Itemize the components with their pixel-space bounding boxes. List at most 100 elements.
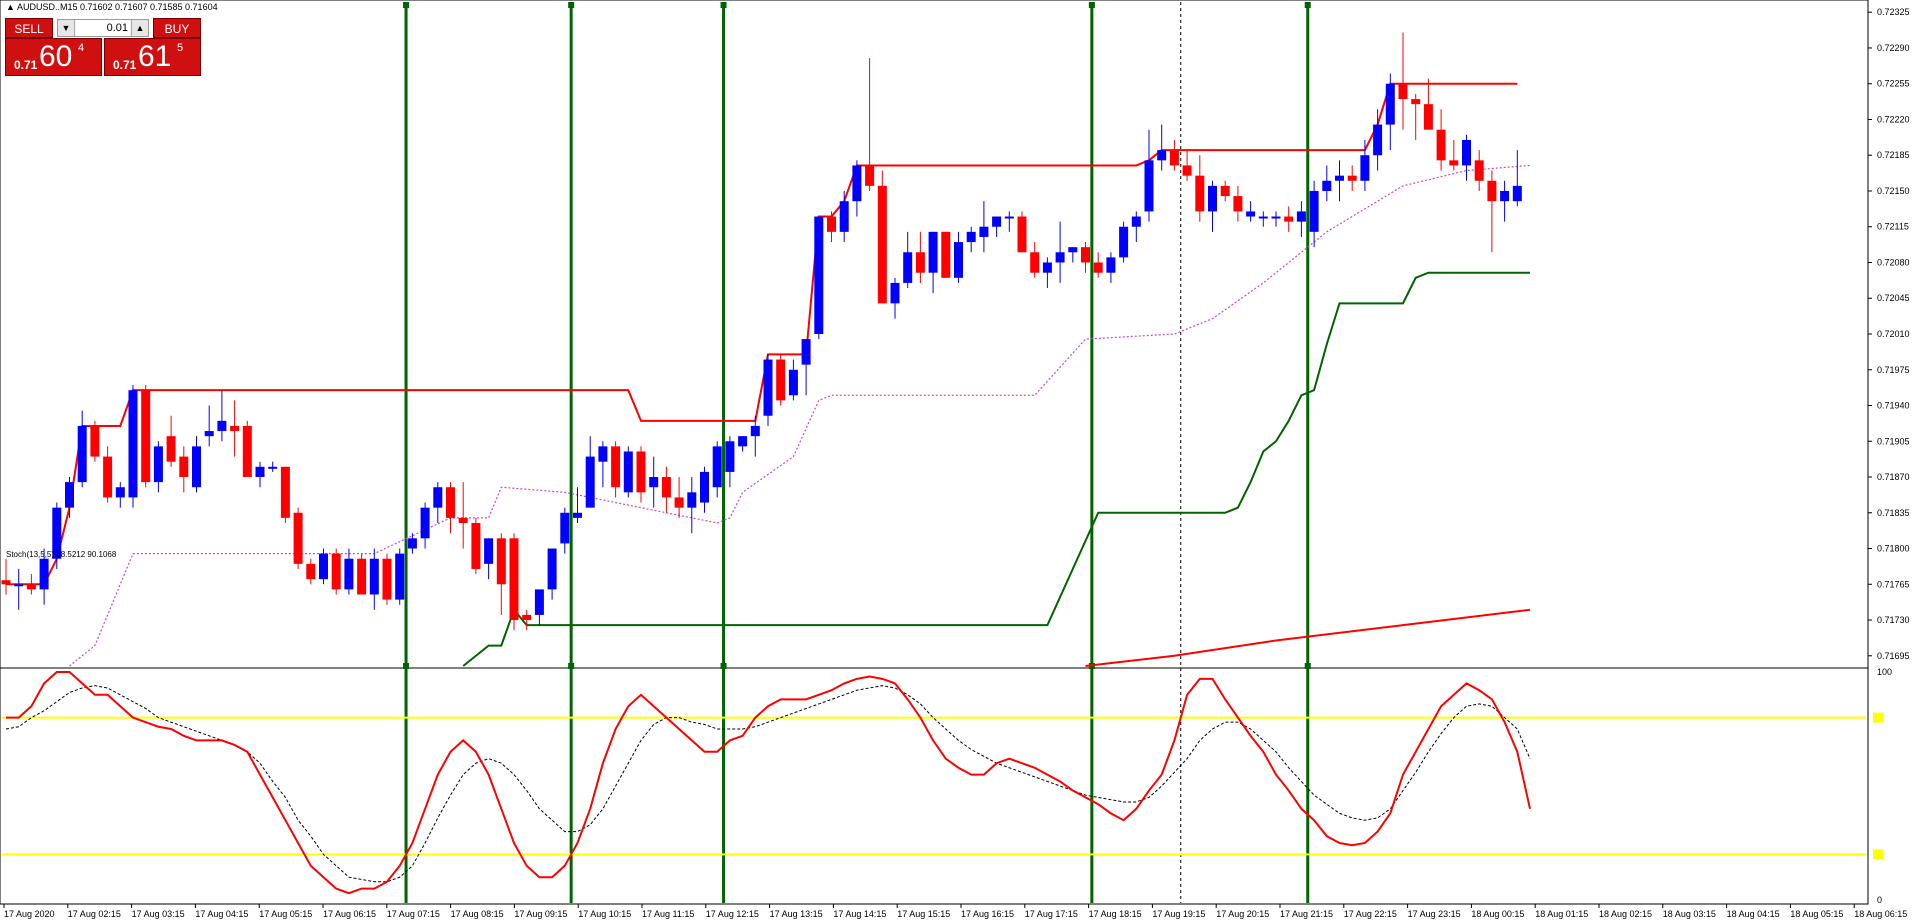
candle[interactable] xyxy=(446,482,455,534)
candle[interactable] xyxy=(1017,211,1027,253)
candle[interactable] xyxy=(179,446,189,493)
candle[interactable] xyxy=(217,390,227,442)
candle[interactable] xyxy=(1208,180,1217,232)
candle[interactable] xyxy=(433,482,443,523)
candle[interactable] xyxy=(1233,185,1243,222)
candle[interactable] xyxy=(992,216,1002,237)
candle[interactable] xyxy=(801,339,811,396)
candle[interactable] xyxy=(1398,32,1408,130)
candle[interactable] xyxy=(979,201,989,253)
candle[interactable] xyxy=(1081,242,1090,273)
candle[interactable] xyxy=(1284,206,1294,232)
candle[interactable] xyxy=(1169,139,1179,171)
candle[interactable] xyxy=(230,400,240,457)
candle[interactable] xyxy=(788,359,798,401)
candle[interactable] xyxy=(407,533,417,554)
candle[interactable] xyxy=(1068,247,1078,263)
candle[interactable] xyxy=(1030,242,1040,278)
candle[interactable] xyxy=(865,58,875,191)
candle[interactable] xyxy=(1360,139,1370,191)
candle[interactable] xyxy=(1246,201,1256,222)
candle[interactable] xyxy=(1004,211,1014,232)
candle[interactable] xyxy=(687,477,697,534)
vertical-marker-handle[interactable] xyxy=(1088,2,1095,8)
candle[interactable] xyxy=(1093,252,1103,278)
candle[interactable] xyxy=(966,226,976,253)
candle[interactable] xyxy=(598,441,608,488)
candle[interactable] xyxy=(585,436,595,508)
candle[interactable] xyxy=(649,456,659,508)
candle[interactable] xyxy=(509,533,519,631)
candle[interactable] xyxy=(839,190,849,243)
candle[interactable] xyxy=(1258,211,1268,227)
candle[interactable] xyxy=(65,477,74,518)
candle[interactable] xyxy=(1385,73,1395,151)
stochastic-oscillator[interactable] xyxy=(2,671,1883,895)
candle[interactable] xyxy=(344,548,354,595)
candle[interactable] xyxy=(750,415,760,457)
vertical-marker-handle[interactable] xyxy=(568,663,575,669)
candle[interactable] xyxy=(1106,252,1116,283)
candle[interactable] xyxy=(484,538,494,580)
candle[interactable] xyxy=(331,548,341,595)
candle[interactable] xyxy=(674,477,684,518)
candle[interactable] xyxy=(280,466,290,523)
candle[interactable] xyxy=(1373,109,1383,171)
candle[interactable] xyxy=(1,558,11,595)
candle[interactable] xyxy=(877,170,887,304)
candle[interactable] xyxy=(1449,139,1459,171)
candle[interactable] xyxy=(1474,150,1484,191)
buy-price-button[interactable]: 0.71 61 5 xyxy=(104,38,201,76)
candle[interactable] xyxy=(382,553,392,605)
candle[interactable] xyxy=(776,354,786,406)
sell-button[interactable]: SELL xyxy=(5,18,53,38)
candle[interactable] xyxy=(1042,257,1052,289)
candle[interactable] xyxy=(458,482,468,549)
candle[interactable] xyxy=(357,553,367,595)
candle[interactable] xyxy=(915,231,925,283)
candle[interactable] xyxy=(242,420,252,478)
candle[interactable] xyxy=(560,507,570,554)
candle[interactable] xyxy=(1271,211,1281,227)
candle[interactable] xyxy=(1144,129,1154,222)
candle[interactable] xyxy=(1119,221,1129,263)
candle[interactable] xyxy=(1055,221,1065,283)
candle[interactable] xyxy=(268,461,278,472)
candle[interactable] xyxy=(90,420,100,462)
candle[interactable] xyxy=(738,436,748,452)
vertical-marker-handle[interactable] xyxy=(1304,663,1311,669)
candle[interactable] xyxy=(1487,170,1497,253)
candle[interactable] xyxy=(763,354,773,426)
time-axis[interactable]: 17 Aug 2020 17 Aug 02:15 17 Aug 03:15 17 Au… xyxy=(0,903,1907,919)
candle[interactable] xyxy=(890,277,900,319)
candle[interactable] xyxy=(1411,93,1421,140)
candle[interactable] xyxy=(141,385,151,488)
candle[interactable] xyxy=(547,548,557,600)
sell-price-button[interactable]: 0.71 60 4 xyxy=(5,38,102,76)
candle[interactable] xyxy=(611,441,621,498)
candle[interactable] xyxy=(623,446,633,498)
candle[interactable] xyxy=(636,446,646,503)
candle[interactable] xyxy=(1322,165,1332,202)
candle[interactable] xyxy=(1423,78,1433,130)
price-axis[interactable]: 0.72325 0.72290 0.72255 0.72220 0.72185 0.721… xyxy=(1867,0,1910,905)
stoch-level-marker[interactable] xyxy=(1873,712,1883,723)
candle[interactable] xyxy=(1347,165,1357,191)
lot-increase-icon[interactable]: ▲ xyxy=(131,20,148,36)
vertical-marker-handle[interactable] xyxy=(403,2,410,8)
candle[interactable] xyxy=(1157,124,1167,171)
candle[interactable] xyxy=(903,231,913,289)
candle[interactable] xyxy=(395,548,405,605)
candle[interactable] xyxy=(1436,109,1446,171)
candle[interactable] xyxy=(1220,180,1230,202)
candle[interactable] xyxy=(39,548,49,605)
candle[interactable] xyxy=(128,385,138,508)
candle[interactable] xyxy=(255,461,265,488)
candle[interactable] xyxy=(1462,134,1471,181)
candle[interactable] xyxy=(204,405,214,447)
candle[interactable] xyxy=(103,446,113,503)
collapse-icon[interactable]: ▲ xyxy=(6,2,15,12)
candles[interactable] xyxy=(1,32,1522,631)
candle[interactable] xyxy=(471,517,481,575)
